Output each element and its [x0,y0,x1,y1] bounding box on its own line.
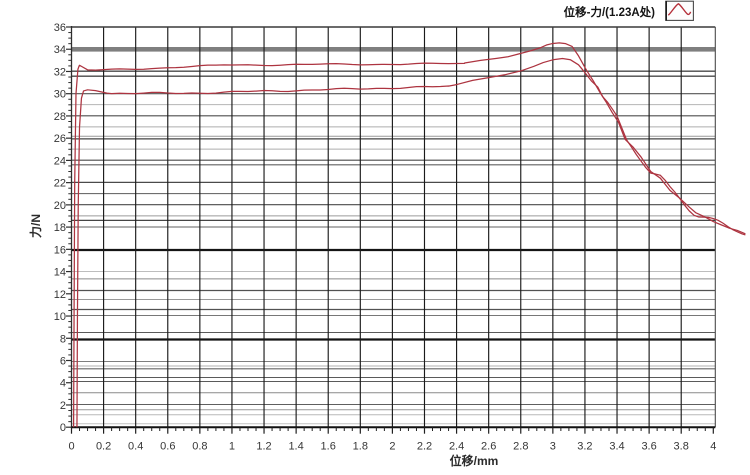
svg-text:8: 8 [60,333,66,345]
svg-text:1.2: 1.2 [256,441,271,453]
svg-text:3.2: 3.2 [577,441,592,453]
svg-text:12: 12 [54,289,66,301]
svg-text:4: 4 [60,378,66,390]
svg-text:28: 28 [54,111,66,123]
svg-text:2.4: 2.4 [449,441,464,453]
svg-text:16: 16 [54,244,66,256]
svg-text:36: 36 [54,22,66,34]
svg-text:3.8: 3.8 [674,441,689,453]
svg-text:20: 20 [54,200,66,212]
svg-text:1: 1 [229,441,235,453]
svg-text:10: 10 [54,311,66,323]
svg-text:2.8: 2.8 [513,441,528,453]
svg-text:2.6: 2.6 [481,441,496,453]
svg-text:14: 14 [54,267,66,279]
svg-text:34: 34 [54,44,66,56]
svg-text:6: 6 [60,356,66,368]
svg-text:力/N: 力/N [28,214,43,238]
svg-text:2: 2 [389,441,395,453]
svg-text:22: 22 [54,178,66,190]
svg-text:0: 0 [60,422,66,434]
svg-text:24: 24 [54,155,66,167]
svg-text:1.6: 1.6 [321,441,336,453]
svg-text:0: 0 [68,441,74,453]
svg-text:4: 4 [710,441,716,453]
svg-text:位移/mm: 位移/mm [450,453,499,468]
svg-text:26: 26 [54,133,66,145]
svg-text:1.8: 1.8 [353,441,368,453]
svg-text:0.6: 0.6 [160,441,175,453]
svg-text:0.8: 0.8 [192,441,207,453]
svg-text:2: 2 [60,400,66,412]
svg-text:32: 32 [54,67,66,79]
svg-text:18: 18 [54,222,66,234]
svg-text:位移-力/(1.23A处): 位移-力/(1.23A处) [564,5,656,19]
svg-text:0.4: 0.4 [128,441,143,453]
svg-text:2.2: 2.2 [417,441,432,453]
svg-text:0.2: 0.2 [96,441,111,453]
svg-text:3: 3 [550,441,556,453]
svg-text:3.4: 3.4 [609,441,624,453]
svg-text:3.6: 3.6 [641,441,656,453]
svg-text:30: 30 [54,89,66,101]
svg-text:1.4: 1.4 [288,441,303,453]
